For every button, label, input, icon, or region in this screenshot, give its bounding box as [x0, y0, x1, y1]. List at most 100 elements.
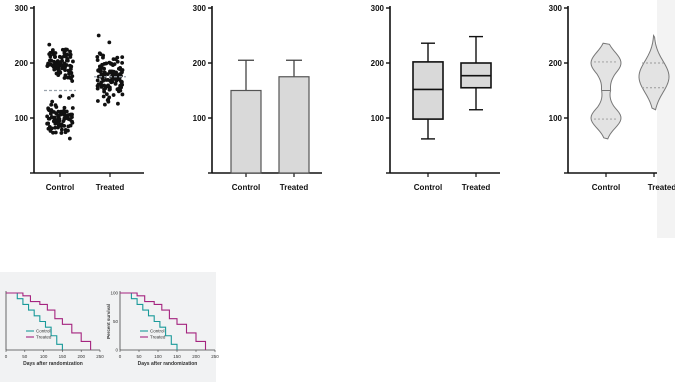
data-point	[70, 74, 75, 79]
data-point	[59, 127, 64, 132]
data-point	[113, 81, 118, 86]
data-point	[53, 51, 58, 55]
x-tick-label: 100	[154, 354, 162, 359]
data-point	[53, 125, 58, 130]
x-tick-label: 150	[173, 354, 181, 359]
data-point	[104, 61, 109, 66]
data-point	[118, 79, 123, 84]
data-point	[63, 73, 68, 78]
data-point	[62, 111, 67, 116]
y-tick-label: 100	[110, 291, 118, 296]
data-point	[66, 113, 71, 117]
legend-label: Treated	[150, 335, 166, 340]
data-point	[66, 124, 71, 129]
data-point	[59, 131, 64, 135]
y-tick-label: 0	[115, 348, 118, 353]
data-point	[71, 59, 75, 64]
data-point	[106, 78, 110, 82]
data-point	[49, 115, 54, 120]
data-point	[52, 59, 56, 64]
data-point	[99, 72, 104, 77]
data-point	[62, 50, 67, 55]
data-point	[101, 94, 106, 99]
data-point	[56, 73, 61, 78]
data-point	[64, 109, 69, 114]
violin	[590, 42, 622, 140]
data-point	[47, 52, 52, 57]
y-tick-label: 300	[193, 4, 207, 13]
data-point	[60, 47, 65, 52]
distribution-chart-2: 100 200 300 Control Treated	[193, 4, 322, 192]
data-point	[51, 119, 56, 124]
data-point	[55, 63, 60, 68]
y-tick-label: 300	[371, 4, 385, 13]
data-point	[97, 51, 102, 56]
data-point	[62, 123, 67, 128]
data-point	[49, 126, 54, 131]
y-tick-label: 200	[15, 59, 29, 68]
data-point	[115, 59, 120, 64]
data-point	[68, 52, 73, 57]
data-point	[52, 115, 57, 120]
data-point	[49, 58, 54, 63]
data-point	[61, 66, 66, 71]
category-label: Treated	[462, 183, 491, 192]
data-point	[63, 127, 68, 132]
y-tick-label: 100	[549, 114, 563, 123]
data-point	[45, 121, 50, 126]
data-point	[95, 78, 100, 83]
bar	[278, 76, 310, 174]
data-point	[105, 98, 110, 103]
data-point	[56, 121, 61, 126]
survival-curve-treated	[120, 292, 207, 350]
data-point	[48, 111, 53, 116]
data-point	[64, 58, 69, 63]
x-tick-label: 200	[192, 354, 200, 359]
x-axis-title: Days after randomization	[23, 361, 83, 367]
distribution-chart-1: 100 200 300 Control Treated	[15, 4, 144, 192]
data-point	[119, 85, 124, 90]
data-point	[53, 103, 58, 108]
survival-curve-control	[120, 292, 178, 350]
data-point	[68, 117, 72, 122]
survival-chart-1: 0 50 100 150 200 250 Days after randomization C…	[5, 291, 104, 367]
x-tick-label: 0	[119, 354, 122, 359]
data-point	[47, 108, 51, 112]
data-point	[111, 57, 116, 62]
category-label: Control	[414, 183, 442, 192]
category-label: Treated	[648, 183, 675, 192]
data-point	[107, 40, 112, 45]
data-point	[102, 89, 107, 94]
data-point	[67, 96, 71, 100]
data-point	[50, 63, 55, 68]
data-point	[115, 55, 120, 60]
data-point	[120, 92, 125, 97]
data-point	[99, 64, 104, 69]
data-point	[96, 68, 101, 73]
x-tick-label: 250	[211, 354, 219, 359]
y-tick-label: 200	[549, 59, 563, 68]
category-label: Control	[592, 183, 620, 192]
x-tick-label: 250	[96, 354, 104, 359]
distribution-chart-3: 100 200 300 Control Treated	[371, 4, 500, 192]
x-axis-title: Days after randomization	[138, 361, 198, 367]
data-point	[118, 88, 123, 93]
violin	[638, 33, 670, 111]
distribution-charts-panel	[0, 0, 658, 238]
bar	[230, 89, 262, 174]
data-point	[46, 61, 51, 66]
data-point	[50, 99, 55, 104]
x-tick-label: 50	[136, 354, 142, 359]
data-point	[53, 54, 57, 59]
data-point	[65, 52, 70, 57]
data-point	[68, 49, 72, 54]
data-point	[62, 116, 67, 121]
survival-chart-2: 0 50 100 150 200 250 0 50 100 Percent survival Day…	[106, 291, 219, 368]
data-point	[103, 86, 108, 91]
data-point	[102, 102, 107, 107]
category-label: Control	[46, 183, 74, 192]
survival-charts-panel	[0, 272, 216, 382]
data-point	[96, 74, 101, 79]
y-tick-label: 100	[193, 114, 207, 123]
